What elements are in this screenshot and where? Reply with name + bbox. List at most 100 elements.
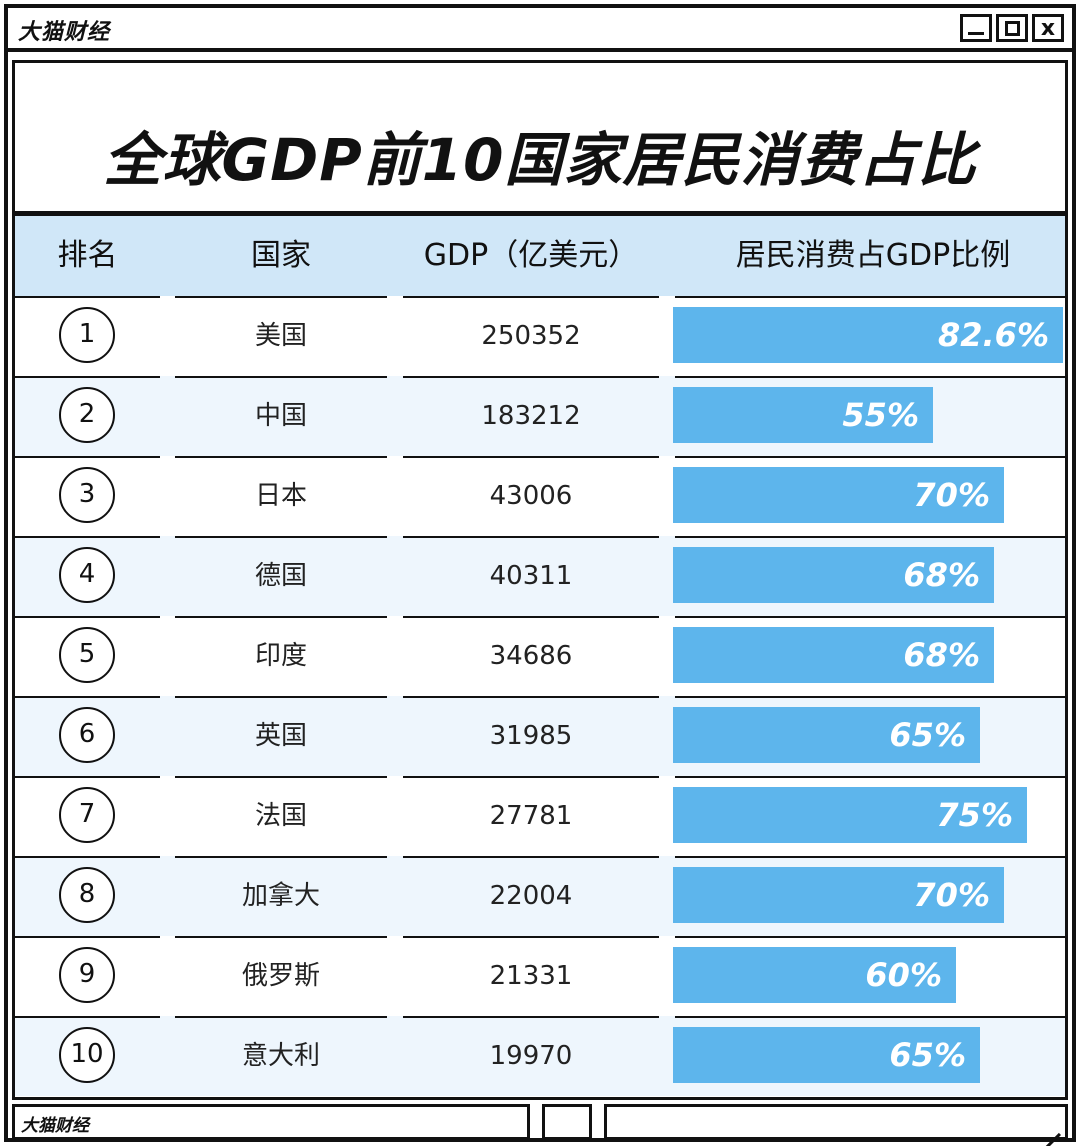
gdp-cell: 19970 [489,1041,573,1071]
brand-logo: 大猫财经 [18,20,111,45]
status-bar: 大猫财经 [12,1104,1068,1146]
row-divider [403,456,659,458]
share-bar: 65% [673,707,980,763]
minimize-icon [968,32,984,35]
gdp-cell: 250352 [481,321,581,351]
footer-brand: 大猫财经 [21,1116,89,1136]
row-divider [403,296,659,298]
rank-badge: 3 [59,467,115,523]
row-divider [175,456,387,458]
row-divider [15,376,160,378]
rank-badge: 4 [59,547,115,603]
country-cell: 俄罗斯 [241,961,320,991]
country-cell: 印度 [254,641,307,671]
row-divider [675,616,1065,618]
share-label: 55% [842,396,919,434]
table-row: 4 德国 40311 68% [15,536,1065,616]
share-bar: 68% [673,627,994,683]
row-divider [15,536,160,538]
rank-badge: 6 [59,707,115,763]
header-gdp: GDP（亿美元） [423,238,639,273]
row-divider [15,776,160,778]
status-box-middle [542,1104,592,1140]
maximize-button[interactable] [996,14,1028,42]
title-bar: 大猫财经 x [8,8,1072,52]
row-divider [675,376,1065,378]
gdp-cell: 21331 [489,961,573,991]
gdp-cell: 31985 [489,721,573,751]
row-divider [175,616,387,618]
row-divider [403,1016,659,1018]
country-cell: 加拿大 [241,881,320,911]
row-divider [403,696,659,698]
maximize-icon [1005,21,1020,36]
rank-badge: 1 [59,307,115,363]
row-divider [403,776,659,778]
row-divider [675,856,1065,858]
row-divider [175,376,387,378]
row-divider [175,1016,387,1018]
gdp-cell: 22004 [489,881,573,911]
row-divider [15,456,160,458]
window-controls: x [956,14,1064,42]
table-row: 7 法国 27781 75% [15,776,1065,856]
row-divider [175,776,387,778]
gdp-cell: 40311 [489,561,573,591]
app-window: 大猫财经 x 全球GDP前10国家居民消费占比 排名 国家 GDP（亿美元） 居… [4,4,1076,1146]
content-panel: 全球GDP前10国家居民消费占比 排名 国家 GDP（亿美元） 居民消费占GDP… [12,60,1068,1100]
status-box-brand: 大猫财经 [12,1104,530,1140]
header-share: 居民消费占GDP比例 [735,238,1011,273]
rank-badge: 8 [59,867,115,923]
share-label: 65% [889,716,966,754]
row-divider [403,856,659,858]
minimize-button[interactable] [960,14,992,42]
row-divider [675,456,1065,458]
gdp-cell: 183212 [481,401,581,431]
row-divider [403,616,659,618]
country-cell: 美国 [254,321,307,351]
row-divider [175,936,387,938]
row-divider [175,536,387,538]
row-divider [15,696,160,698]
table-row: 5 印度 34686 68% [15,616,1065,696]
rank-badge: 2 [59,387,115,443]
share-label: 65% [889,1036,966,1074]
row-divider [15,856,160,858]
row-divider [403,376,659,378]
share-bar: 75% [673,787,1027,843]
country-cell: 法国 [254,801,307,831]
rank-badge: 5 [59,627,115,683]
close-button[interactable]: x [1032,14,1064,42]
share-bar: 55% [673,387,933,443]
share-bar: 70% [673,867,1004,923]
share-bar: 70% [673,467,1004,523]
row-divider [675,776,1065,778]
row-divider [675,536,1065,538]
row-divider [675,296,1065,298]
row-divider [675,936,1065,938]
table-row: 9 俄罗斯 21331 60% [15,936,1065,1016]
share-label: 70% [913,876,990,914]
row-divider [403,936,659,938]
header-country: 国家 [251,238,311,273]
share-label: 68% [903,636,980,674]
gdp-cell: 27781 [489,801,573,831]
row-divider [675,1016,1065,1018]
table-row: 2 中国 183212 55% [15,376,1065,456]
country-cell: 德国 [254,561,307,591]
table-row: 8 加拿大 22004 70% [15,856,1065,936]
row-divider [15,616,160,618]
status-box-right [604,1104,1068,1146]
share-label: 70% [913,476,990,514]
close-icon: x [1040,16,1056,41]
row-divider [675,696,1065,698]
table-row: 6 英国 31985 65% [15,696,1065,776]
row-divider [175,856,387,858]
gdp-cell: 43006 [489,481,573,511]
rank-badge: 7 [59,787,115,843]
country-cell: 日本 [254,481,307,511]
rank-badge: 9 [59,947,115,1003]
share-bar: 68% [673,547,994,603]
share-label: 82.6% [937,316,1049,354]
country-cell: 意大利 [241,1041,320,1071]
